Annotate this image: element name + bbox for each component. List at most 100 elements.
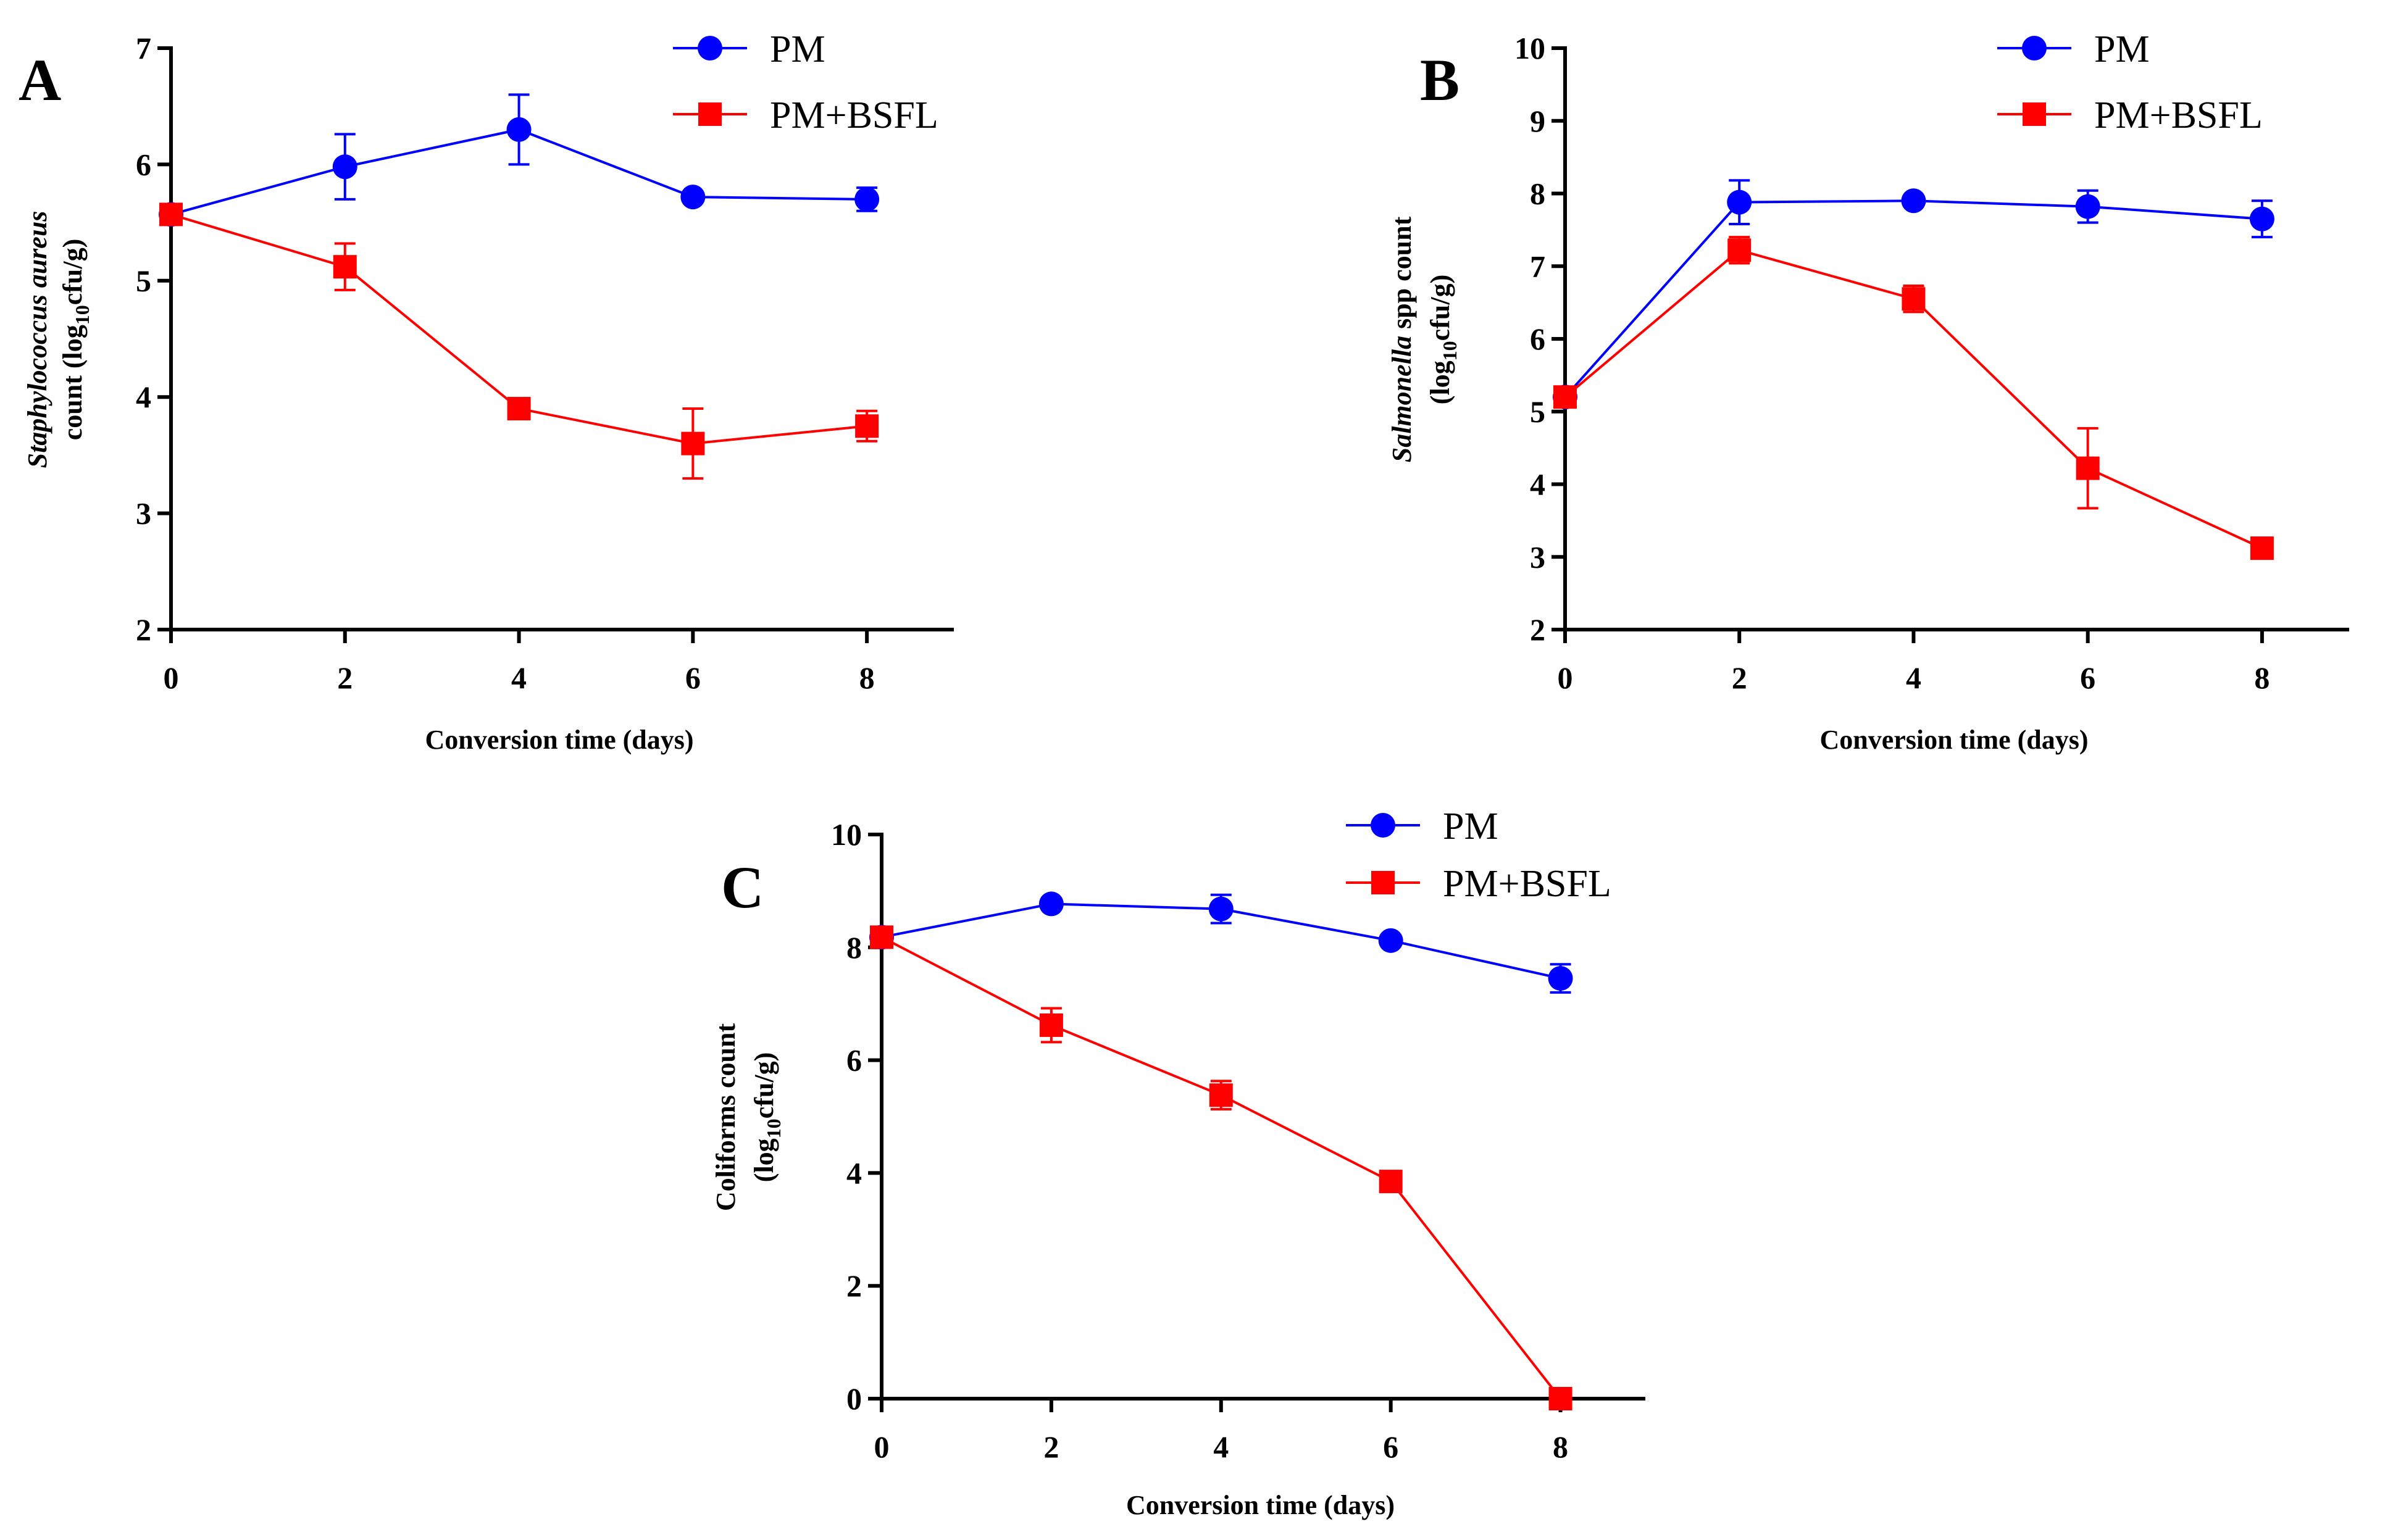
x-tick-label: 0 — [874, 1430, 890, 1464]
y-tick-label: 6 — [846, 1043, 862, 1078]
y-axis-label-part: Coliforms count — [711, 1023, 741, 1212]
panel-label: C — [721, 854, 764, 920]
y-axis-label-part: Staphylococcus aureus — [22, 211, 52, 468]
legend-label: PM+BSFL — [2094, 94, 2263, 136]
x-tick-label: 6 — [1383, 1430, 1398, 1464]
y-tick-label: 7 — [1530, 249, 1545, 283]
panel-label: A — [19, 47, 61, 113]
y-tick-label: 10 — [1514, 31, 1545, 65]
y-tick-label: 8 — [1530, 177, 1545, 211]
data-point — [332, 154, 357, 180]
data-point — [870, 925, 893, 949]
data-point — [854, 186, 880, 212]
data-point — [1901, 188, 1926, 214]
legend-marker — [2022, 36, 2047, 60]
panel-c: C 0 2 4 6 8 10 0 2 4 6 8 Conversion time (days) Colif… — [711, 805, 1645, 1520]
data-point — [1727, 189, 1752, 215]
x-axis-label: Conversion time (days) — [1126, 1490, 1395, 1520]
data-point — [1038, 891, 1064, 917]
y-axis-label-subscript: 10 — [762, 1118, 785, 1138]
y-axis-label-ylabel_line2: (log10cfu/g) — [749, 1052, 785, 1182]
data-point — [1548, 1387, 1572, 1410]
panel-label: B — [1420, 47, 1460, 113]
x-axis-label: Conversion time (days) — [425, 725, 693, 755]
y-tick-label: 8 — [846, 930, 862, 965]
y-axis-label-ylabel_line1: Staphylococcus aureus — [22, 211, 52, 468]
legend-marker — [698, 102, 722, 126]
y-axis-label-ylabel_line1: Salmonella spp count — [1387, 216, 1417, 462]
data-point — [1727, 238, 1752, 262]
x-tick-label: 8 — [859, 660, 875, 695]
y-tick-label: 0 — [846, 1381, 862, 1416]
y-axis-label-ylabel_line2: (log10cfu/g) — [1425, 275, 1461, 404]
data-point — [2076, 456, 2100, 480]
legend-marker — [1371, 813, 1395, 838]
y-tick-label: 2 — [846, 1268, 862, 1303]
data-point — [680, 185, 706, 210]
y-axis-label-part: cfu/g) — [1425, 275, 1455, 341]
data-point — [1209, 1083, 1233, 1107]
x-tick-label: 2 — [1043, 1430, 1059, 1464]
y-axis-label-ylabel_line1: Coliforms count — [711, 1023, 741, 1212]
data-point — [507, 397, 531, 421]
y-axis-label-part: spp count — [1387, 216, 1417, 336]
x-tick-label: 8 — [2254, 660, 2270, 695]
legend-marker — [2023, 102, 2046, 126]
data-point — [1378, 928, 1403, 953]
y-axis-label-part: count (log — [57, 325, 88, 440]
y-tick-label: 4 — [1530, 467, 1545, 502]
x-tick-label: 4 — [1213, 1430, 1229, 1464]
data-point — [506, 117, 532, 142]
y-tick-label: 7 — [136, 31, 151, 65]
legend-label: PM — [1443, 805, 1498, 847]
x-tick-label: 0 — [164, 660, 179, 695]
y-axis-label-part: cfu/g) — [57, 239, 88, 306]
legend-marker — [1371, 871, 1395, 894]
data-point — [1902, 287, 1926, 311]
y-tick-label: 4 — [846, 1155, 862, 1190]
y-axis-label-part: (log — [749, 1138, 779, 1182]
y-tick-label: 9 — [1530, 104, 1545, 138]
legend-label: PM — [2094, 28, 2150, 70]
x-tick-label: 6 — [2080, 660, 2095, 695]
y-axis-label-subscript: 10 — [71, 305, 93, 325]
y-tick-label: 5 — [1530, 394, 1545, 429]
data-point — [681, 431, 705, 456]
data-point — [159, 202, 183, 227]
legend-marker — [698, 36, 722, 60]
legend-label: PM+BSFL — [770, 94, 938, 136]
data-point — [855, 414, 879, 438]
x-tick-label: 2 — [337, 660, 353, 695]
data-point — [2250, 536, 2274, 560]
y-axis-label-part: (log — [1425, 360, 1455, 404]
y-tick-label: 6 — [136, 147, 151, 181]
data-point — [1039, 1013, 1063, 1037]
x-axis-label: Conversion time (days) — [1819, 725, 2088, 755]
legend-label: PM — [770, 28, 825, 70]
x-tick-label: 4 — [511, 660, 527, 695]
y-axis-label-ylabel_line2: count (log10cfu/g) — [57, 239, 93, 441]
series-line-pm-bsfl — [881, 936, 1562, 1400]
y-tick-label: 10 — [831, 817, 862, 852]
y-tick-label: 3 — [1530, 539, 1545, 574]
x-tick-label: 0 — [1558, 660, 1573, 695]
data-point — [2075, 194, 2100, 219]
data-point — [1553, 385, 1577, 409]
data-point — [2249, 206, 2274, 231]
data-point — [1548, 966, 1573, 991]
y-tick-label: 2 — [1530, 612, 1545, 647]
data-point — [1379, 1170, 1403, 1194]
y-tick-label: 3 — [136, 496, 151, 531]
x-tick-label: 8 — [1553, 1430, 1568, 1464]
y-tick-label: 5 — [136, 264, 151, 298]
x-tick-label: 6 — [685, 660, 701, 695]
legend-label: PM+BSFL — [1443, 863, 1611, 905]
data-point — [333, 255, 357, 279]
y-tick-label: 6 — [1530, 322, 1545, 356]
y-tick-label: 2 — [136, 612, 151, 647]
y-tick-label: 4 — [136, 380, 151, 414]
y-axis-label-part: cfu/g) — [749, 1052, 779, 1119]
x-tick-label: 4 — [1906, 660, 1921, 695]
